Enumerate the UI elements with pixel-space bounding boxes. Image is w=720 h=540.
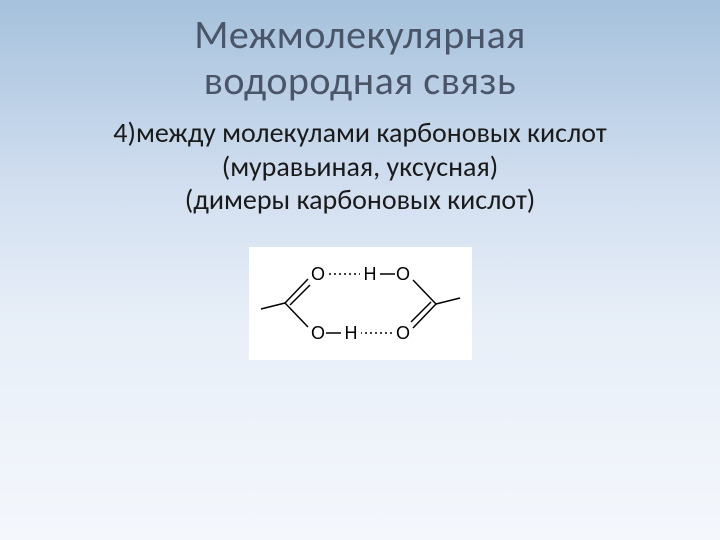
atom-o-bottom-right: O [395,323,409,343]
atom-o-top-left: O [310,264,324,284]
atom-o-bottom-left: O [310,323,324,343]
body-line-3: (димеры карбоновых кислот) [0,183,720,217]
body-line-1: 4)между молекулами карбоновых кислот [0,116,720,150]
diagram-container: O O O O H H [0,247,720,360]
atom-h-bottom: H [344,323,357,343]
atom-o-top-right: O [395,264,409,284]
atom-h-top: H [363,264,376,284]
diagram-box: O O O O H H [249,247,472,360]
slide-title: Межмолекулярная водородная связь [0,0,720,104]
title-line-2: водородная связь [204,56,516,105]
body-line-2: (муравьиная, уксусная) [0,150,720,184]
carboxylic-dimer-diagram: O O O O H H [253,251,468,356]
title-line-1: Межмолекулярная [194,10,526,59]
slide-body: 4)между молекулами карбоновых кислот (му… [0,116,720,217]
